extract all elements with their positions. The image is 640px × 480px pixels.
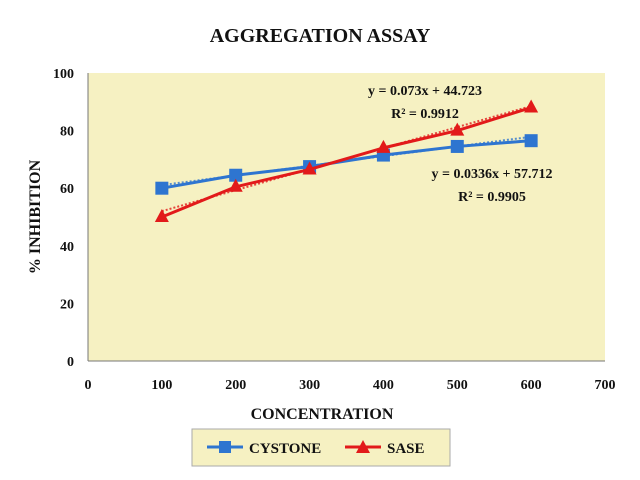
- y-axis-label: % INHIBITION: [27, 159, 44, 274]
- legend-cystone-marker: [219, 441, 231, 453]
- sase-point: [228, 178, 243, 192]
- sase-point: [302, 161, 317, 175]
- sase-line: [161, 106, 532, 219]
- x-tick-label: 0: [85, 378, 92, 393]
- sase-series: [154, 99, 539, 222]
- y-tick-labels: 0 20 40 60 80 100: [53, 67, 74, 370]
- x-tick-label: 500: [447, 378, 468, 393]
- chart-title: AGGREGATION ASSAY: [210, 25, 431, 47]
- y-tick-label: 80: [60, 125, 74, 140]
- x-tick-label: 300: [299, 378, 320, 393]
- x-tick-label: 700: [595, 378, 616, 393]
- y-tick-label: 20: [60, 297, 74, 312]
- series-group: [154, 99, 539, 222]
- legend: CYSTONE SASE: [191, 428, 451, 467]
- y-tick-label: 100: [53, 67, 74, 82]
- x-tick-label: 400: [373, 378, 394, 393]
- cystone-point: [450, 139, 464, 153]
- sase-point: [376, 139, 391, 153]
- cystone-series: [155, 134, 538, 195]
- sase-equation: y = 0.073x + 44.723: [368, 84, 482, 99]
- plot-area: [88, 73, 605, 361]
- y-tick-label: 0: [67, 355, 74, 370]
- legend-sase-marker: [356, 440, 370, 453]
- cystone-r-squared: R² = 0.9905: [458, 190, 526, 205]
- sase-point: [524, 99, 539, 113]
- legend-sase-label: SASE: [387, 441, 425, 457]
- cystone-line: [161, 139, 532, 190]
- x-axis-label: CONCENTRATION: [251, 406, 394, 423]
- x-tick-label: 600: [521, 378, 542, 393]
- cystone-point: [524, 134, 538, 148]
- legend-cystone-label: CYSTONE: [249, 441, 321, 457]
- cystone-point: [155, 181, 169, 195]
- x-tick-labels: 0 100 200 300 400 500 600 700: [85, 378, 616, 393]
- cystone-point: [229, 168, 243, 182]
- cystone-equation: y = 0.0336x + 57.712: [432, 167, 553, 182]
- sase-r-squared: R² = 0.9912: [391, 107, 459, 122]
- x-tick-label: 100: [151, 378, 172, 393]
- x-tick-label: 200: [225, 378, 246, 393]
- sase-point: [154, 209, 169, 222]
- sase-point: [450, 122, 465, 136]
- y-tick-label: 40: [60, 240, 74, 255]
- y-tick-label: 60: [60, 182, 74, 197]
